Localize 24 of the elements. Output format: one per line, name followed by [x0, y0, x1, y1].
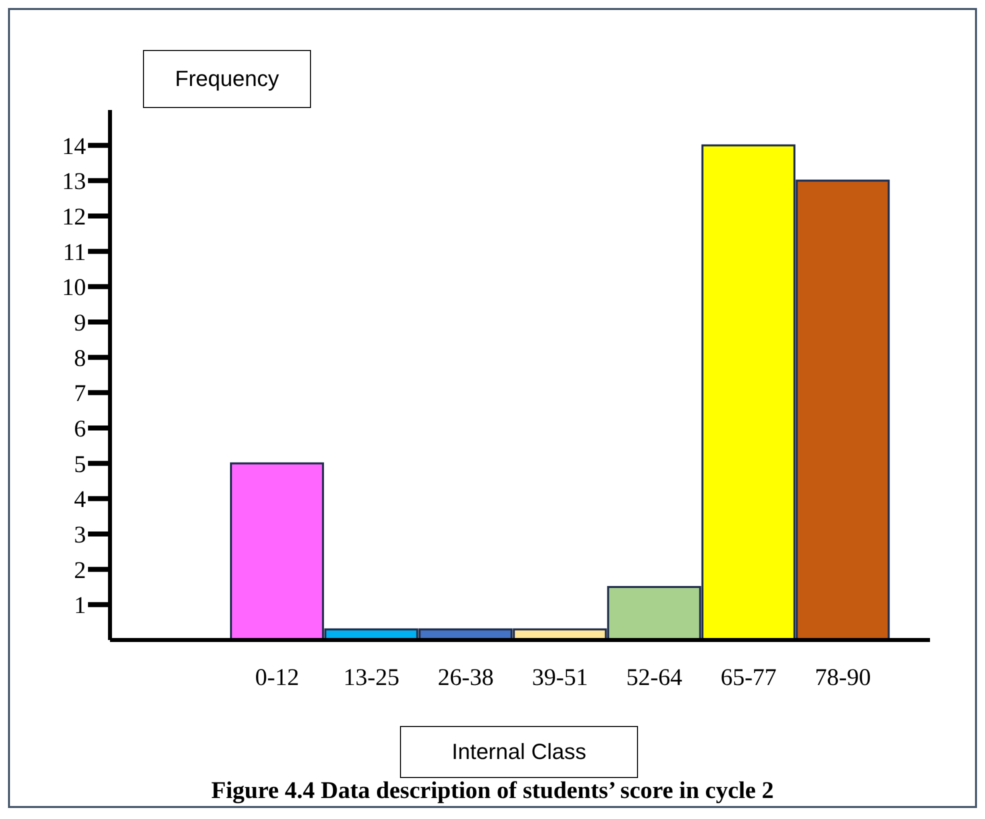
y-tick-label: 12	[62, 204, 86, 231]
x-tick-label: 0-12	[255, 665, 300, 692]
y-tick-label: 1	[74, 593, 86, 620]
y-tick-label: 10	[62, 275, 86, 302]
y-tick-label: 2	[74, 558, 86, 584]
x-tick-label: 13-25	[343, 665, 400, 692]
y-tick-label: 8	[74, 346, 86, 372]
x-tick-label: 52-64	[626, 665, 682, 692]
y-tick-label: 14	[62, 134, 86, 160]
y-tick-label: 4	[74, 487, 86, 514]
y-tick-label: 11	[62, 240, 86, 266]
y-tick-label: 6	[74, 416, 86, 443]
y-tick-label: 7	[74, 381, 86, 408]
text: Figure 4.4 Data description of students’ score in cycle 2	[210, 778, 775, 805]
x-tick-label: 39-51	[532, 665, 588, 692]
x-tick-label: 65-77	[720, 665, 777, 692]
y-tick-label: 13	[62, 169, 86, 196]
x-tick-label: 26-38	[438, 665, 494, 692]
y-tick-label: 9	[74, 310, 86, 337]
y-tick-label: 3	[74, 522, 86, 549]
x-axis-title: Internal Class	[400, 726, 638, 778]
y-tick-label: 5	[74, 452, 86, 478]
y-axis-title: Frequency	[143, 50, 311, 108]
x-tick-label: 78-90	[814, 665, 871, 692]
